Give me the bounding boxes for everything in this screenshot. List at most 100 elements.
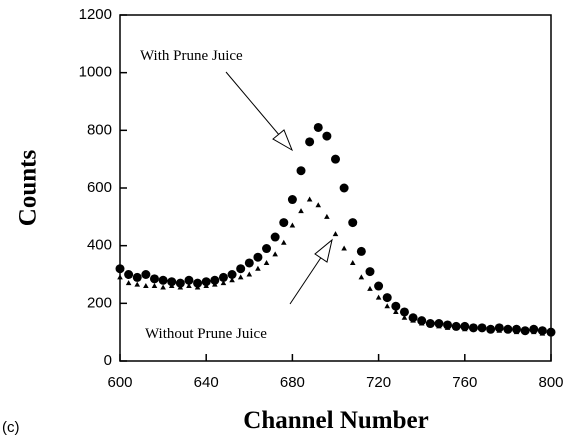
data-point: [356, 246, 366, 256]
data-point: [513, 329, 520, 335]
data-point: [158, 275, 168, 285]
data-point: [167, 277, 177, 287]
data-point: [184, 275, 194, 285]
data-point: [479, 326, 485, 332]
plot-frame: [119, 14, 552, 362]
data-point: [168, 283, 175, 289]
x-tick-label: 600: [107, 374, 132, 391]
x-tick-label: 800: [538, 374, 563, 391]
data-point: [115, 264, 125, 274]
data-point: [296, 166, 306, 176]
data-point: [287, 195, 297, 205]
data-point: [237, 274, 244, 280]
data-point: [244, 258, 254, 268]
data-point: [298, 208, 304, 214]
data-point: [279, 218, 289, 228]
data-point: [289, 222, 296, 228]
y-tick-label: 200: [87, 294, 112, 311]
data-point: [436, 323, 442, 329]
data-point: [322, 131, 332, 141]
y-tick-label: 400: [87, 237, 112, 254]
data-point: [262, 244, 272, 254]
data-point: [358, 274, 365, 280]
data-point: [315, 202, 322, 208]
data-point: [193, 278, 203, 288]
data-point: [227, 270, 237, 279]
data-point: [255, 265, 261, 271]
data-point: [418, 320, 425, 326]
data-point: [203, 283, 209, 289]
data-point: [220, 280, 227, 286]
data-point: [149, 274, 159, 284]
data-point: [462, 326, 468, 332]
y-tick-label: 800: [87, 121, 112, 138]
data-point: [272, 251, 278, 257]
x-axis-label: Channel Number: [243, 407, 428, 434]
data-point: [374, 281, 384, 291]
data-point: [348, 218, 358, 228]
x-tick-label: 720: [366, 374, 391, 391]
data-point: [124, 270, 134, 279]
data-point: [306, 196, 313, 202]
y-axis-label: Counts: [15, 150, 42, 227]
data-point: [522, 329, 528, 335]
data-point: [117, 274, 123, 280]
data-point: [263, 259, 270, 265]
data-point: [384, 303, 391, 309]
data-point: [470, 326, 477, 332]
arrow: [225, 71, 281, 137]
data-point: [339, 183, 349, 193]
annotation: Without Prune Juice: [145, 326, 267, 342]
data-point: [313, 122, 323, 132]
data-point: [453, 324, 459, 330]
y-tick-label: 600: [87, 179, 112, 196]
data-point: [530, 329, 537, 335]
data-point: [341, 245, 347, 251]
data-point: [210, 275, 220, 285]
y-tick-label: 1000: [79, 64, 112, 81]
data-point: [177, 284, 184, 290]
data-point: [487, 327, 494, 333]
data-point: [151, 283, 158, 289]
data-point: [332, 231, 339, 237]
data-point: [236, 264, 246, 274]
data-point: [375, 294, 382, 300]
data-point: [201, 277, 211, 287]
data-point: [444, 324, 451, 330]
panel-label: (c): [2, 419, 20, 436]
data-point: [391, 301, 401, 311]
data-point: [427, 321, 434, 327]
data-point: [548, 330, 554, 336]
data-point: [132, 272, 142, 282]
annotation: With Prune Juice: [140, 48, 243, 64]
data-point: [496, 327, 503, 333]
data-point: [365, 267, 375, 277]
data-point: [401, 314, 408, 320]
data-point: [218, 272, 228, 282]
data-point: [194, 284, 201, 290]
data-point: [253, 252, 263, 262]
data-point: [229, 277, 235, 283]
data-point: [349, 259, 356, 265]
arrow-head: [314, 238, 333, 263]
data-point: [175, 278, 185, 288]
data-point: [393, 308, 399, 314]
data-point: [505, 327, 511, 333]
data-point: [331, 154, 340, 164]
data-point: [186, 283, 192, 289]
data-point: [305, 137, 315, 147]
data-point: [160, 284, 166, 290]
x-tick-label: 760: [452, 374, 477, 391]
data-point: [212, 281, 218, 287]
x-tick-label: 680: [280, 374, 305, 391]
data-point: [324, 213, 330, 219]
data-point: [134, 281, 141, 287]
data-point: [399, 307, 409, 317]
data-point: [410, 317, 416, 323]
data-point: [270, 232, 280, 242]
data-point: [539, 330, 546, 336]
data-point: [367, 285, 373, 291]
data-point: [246, 271, 253, 277]
data-point: [125, 280, 132, 286]
